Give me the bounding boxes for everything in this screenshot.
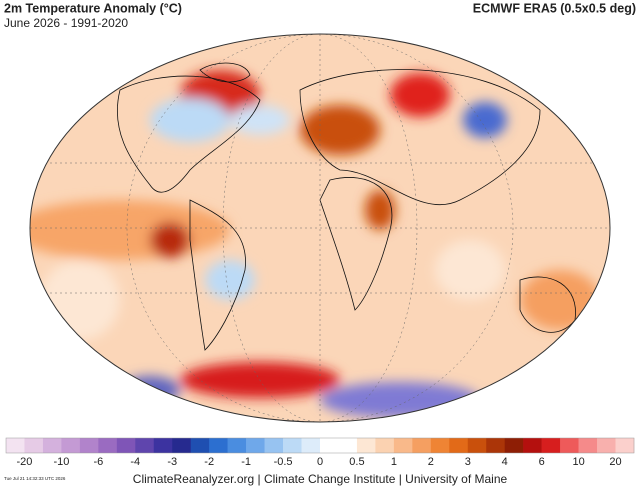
colorbar-swatch [578,438,598,453]
colorbar-swatch [523,438,542,453]
colorbar-label: 1 [391,456,397,468]
colorbar-swatch [467,438,487,453]
colorbar-label: -0.5 [274,456,293,468]
colorbar-label: 0.5 [349,456,364,468]
colorbar-label: 4 [502,456,508,468]
colorbar-swatch [504,438,524,453]
map [30,34,610,422]
subtitle: June 2026 - 1991-2020 [4,16,128,30]
colorbar: -20 -10 -6 -4 -3 -2 -1 -0.5 0 0.5 1 2 3 4 6 10 20 [5,437,635,468]
colorbar-swatch [209,438,228,453]
colorbar-swatch [597,438,616,453]
colorbar-swatch [24,438,44,453]
colorbar-swatch [172,438,192,453]
source: ECMWF ERA5 (0.5x0.5 deg) [473,1,636,15]
colorbar-label: 3 [465,456,471,468]
colorbar-swatch [227,438,247,453]
colorbar-swatch [153,438,173,453]
colorbar-swatch [320,438,339,453]
colorbar-swatch [42,438,62,453]
colorbar-swatch [264,438,284,453]
colorbar-swatch [61,438,81,453]
colorbar-label: -4 [130,456,140,468]
colorbar-label: 6 [539,456,545,468]
title: 2m Temperature Anomaly (°C) [4,1,182,15]
colorbar-swatch [6,438,25,453]
colorbar-label: -6 [93,456,103,468]
colorbar-label: -2 [204,456,214,468]
colorbar-frame [5,437,635,454]
colorbar-swatch [190,438,210,453]
colorbar-swatch [412,438,432,453]
colorbar-swatch [449,438,469,453]
colorbar-swatch [356,438,376,453]
colorbar-label: -20 [17,456,33,468]
colorbar-swatch [98,438,118,453]
colorbar-swatch [393,438,413,453]
colorbar-label: -10 [53,456,69,468]
globe-outline [29,33,611,423]
colorbar-swatch [541,438,561,453]
colorbar-label: 2 [428,456,434,468]
colorbar-label: -1 [241,456,251,468]
colorbar-label: 20 [609,456,621,468]
colorbar-swatch [79,438,99,453]
colorbar-swatch [560,438,579,453]
colorbar-swatch [135,438,155,453]
colorbar-swatch [486,438,506,453]
colorbar-label: 0 [317,456,323,468]
timestamp: Tue Jul 21 14:32:33 UTC 2026 [4,476,66,481]
colorbar-swatch [338,438,358,453]
colorbar-swatch [301,438,321,453]
colorbar-swatch [283,438,302,453]
colorbar-label: 10 [572,456,584,468]
credit: ClimateReanalyzer.org | Climate Change I… [133,472,508,486]
colorbar-swatch [375,438,395,453]
colorbar-swatch [615,438,635,453]
colorbar-swatch [116,438,136,453]
colorbar-swatch [430,438,450,453]
colorbar-label: -3 [167,456,177,468]
colorbar-swatch [246,438,265,453]
